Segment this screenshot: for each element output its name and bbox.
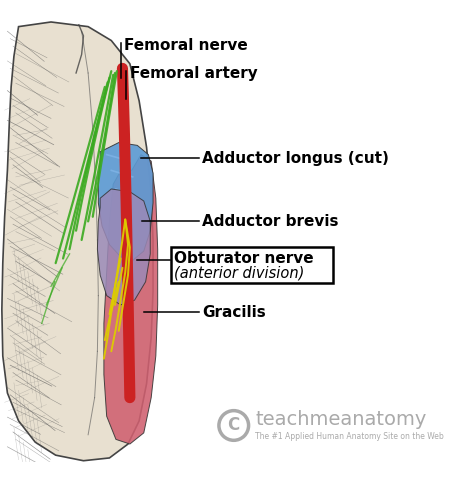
Polygon shape — [104, 155, 158, 444]
Text: Adductor longus (cut): Adductor longus (cut) — [202, 151, 389, 166]
Polygon shape — [98, 143, 153, 261]
Text: Femoral artery: Femoral artery — [130, 66, 257, 80]
Text: The #1 Applied Human Anatomy Site on the Web: The #1 Applied Human Anatomy Site on the… — [255, 432, 444, 441]
Text: Adductor brevis: Adductor brevis — [202, 214, 339, 229]
Text: Femoral nerve: Femoral nerve — [124, 38, 248, 53]
Text: C: C — [228, 416, 240, 434]
Polygon shape — [2, 22, 153, 461]
Text: Obturator nerve: Obturator nerve — [174, 251, 314, 266]
Text: teachmeanatomy: teachmeanatomy — [255, 411, 427, 429]
Text: Gracilis: Gracilis — [202, 305, 266, 320]
FancyBboxPatch shape — [171, 247, 333, 283]
Text: (anterior division): (anterior division) — [174, 266, 305, 281]
Polygon shape — [97, 189, 150, 305]
